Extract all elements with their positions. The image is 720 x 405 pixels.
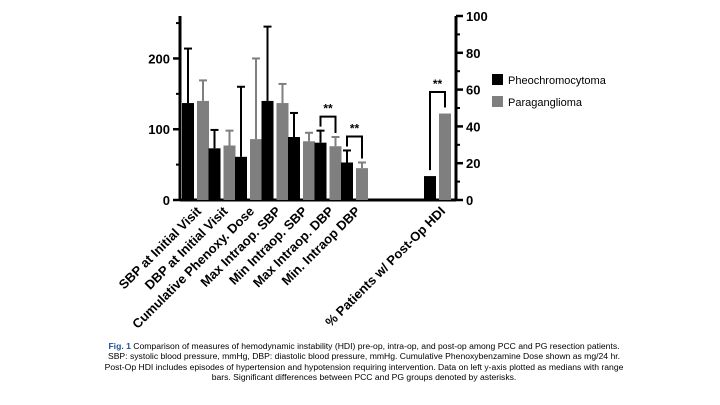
significance-bracket (319, 115, 337, 134)
bar (288, 137, 300, 200)
bar (223, 145, 236, 200)
legend-swatch (492, 96, 503, 107)
caption-text: Comparison of measures of hemodynamic in… (104, 341, 624, 383)
bar (261, 100, 274, 200)
significance-bracket (346, 135, 363, 159)
right-tick-label: 40 (466, 119, 480, 134)
significance-bracket (429, 91, 446, 171)
significance-label: ** (350, 121, 360, 135)
right-tick-label: 0 (466, 193, 473, 208)
legend: Pheochromocytoma Paraganglioma (492, 74, 607, 109)
bar (314, 142, 327, 200)
significance-label: ** (323, 102, 333, 116)
bar (208, 148, 221, 200)
bar (276, 103, 289, 200)
legend-label: Pheochromocytoma (508, 75, 607, 87)
left-y-axis: 0 100 200 (148, 16, 456, 208)
right-tick-label: 100 (466, 9, 488, 24)
bar (341, 162, 353, 200)
right-tick-label: 60 (466, 83, 480, 98)
caption-prefix: Fig. 1 (108, 341, 131, 351)
range-bars (184, 25, 366, 169)
left-tick-label: 0 (163, 193, 170, 208)
left-tick-label: 200 (148, 51, 170, 66)
bar (424, 176, 436, 200)
significance-markers: ** ** ** (319, 77, 446, 171)
legend-swatch (492, 74, 503, 85)
right-tick-label: 80 (466, 46, 480, 61)
bar (182, 103, 194, 200)
bar (197, 100, 209, 200)
bar (250, 139, 262, 200)
bar (329, 146, 342, 200)
significance-label: ** (433, 77, 443, 91)
bar (356, 168, 368, 200)
hdi-bar-chart: 0 100 200 0 20 40 60 80 100 ** ** ** SBP at Initi… (116, 9, 607, 331)
figure-caption: Fig. 1 Comparison of measures of hemodyn… (100, 341, 628, 383)
bar (439, 113, 451, 200)
right-tick-label: 20 (466, 156, 480, 171)
right-y-axis: 0 20 40 60 80 100 (454, 9, 488, 208)
bar-series (182, 100, 451, 200)
bar (303, 141, 315, 200)
bar (235, 156, 247, 200)
left-tick-label: 100 (148, 122, 170, 137)
legend-label: Paraganglioma (508, 97, 583, 109)
